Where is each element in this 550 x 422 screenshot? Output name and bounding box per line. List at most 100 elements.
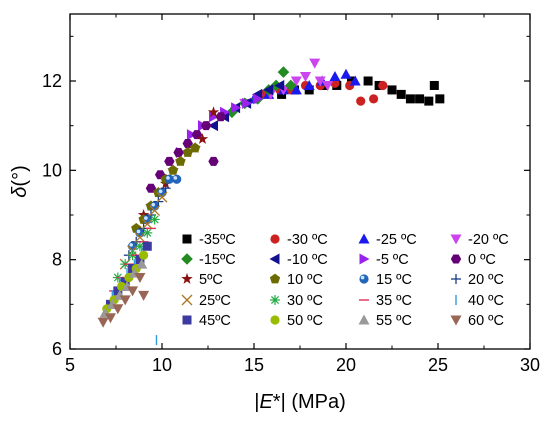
legend-label-1: -30 ºC — [287, 232, 328, 248]
data-point-s0-11 — [415, 94, 425, 104]
data-point-s1-7 — [356, 96, 366, 106]
series-19 — [97, 273, 150, 328]
data-point-s6-6 — [242, 97, 253, 109]
data-point-s13-4 — [142, 227, 153, 238]
legend: -35ºC -30 ºC -25 ºC -20 ºC -15ºC -10 ºC -5 ºC 0… — [181, 232, 509, 329]
data-point-s0-5 — [347, 76, 357, 86]
data-point-s9-6 — [175, 156, 186, 166]
data-point-s12-4 — [149, 205, 161, 216]
data-point-s7-6 — [200, 121, 212, 131]
legend-label-7: 0 ºC — [468, 252, 496, 268]
legend-marker-16 — [182, 315, 192, 325]
data-point-s3-6 — [309, 58, 321, 69]
legend-label-8: 5ºC — [199, 272, 223, 288]
data-point-s0-6 — [363, 76, 373, 86]
legend-label-0: -35ºC — [199, 232, 236, 248]
legend-entry-17: 50 ºC — [270, 313, 323, 329]
data-point-s13-5 — [149, 214, 160, 225]
y-tick-label-1: 8 — [52, 250, 62, 270]
legend-label-5: -10 ºC — [287, 252, 328, 268]
data-point-s19-4 — [127, 286, 139, 297]
x-tick-label-2: 15 — [244, 355, 264, 375]
y-axis-title: δ(°) — [9, 165, 31, 197]
legend-marker-9 — [269, 273, 281, 284]
legend-entry-11: 20 ºC — [451, 272, 504, 288]
x-tick-label-0: 5 — [65, 355, 75, 375]
legend-marker-8 — [181, 273, 193, 284]
legend-entry-18: 55 ºC — [358, 313, 412, 329]
data-point-s3-8 — [322, 80, 334, 91]
legend-marker-5 — [269, 253, 280, 265]
data-point-s16-2 — [120, 277, 130, 287]
x-tick-label-3: 20 — [336, 355, 356, 375]
data-point-s10-6 — [172, 174, 182, 184]
data-point-s3-4 — [290, 76, 302, 87]
data-point-s16-4 — [135, 255, 145, 265]
data-point-s0-8 — [387, 85, 397, 95]
data-point-s8-9 — [207, 106, 220, 118]
legend-marker-1 — [270, 234, 280, 244]
legend-entry-7: 0 ºC — [450, 252, 496, 268]
data-point-s19-1 — [104, 313, 116, 324]
data-point-s2-7 — [340, 68, 352, 79]
legend-entry-4: -15ºC — [181, 252, 236, 268]
legend-entry-1: -30 ºC — [270, 232, 328, 248]
x-tick-label-5: 30 — [520, 355, 540, 375]
y-tick-label-2: 10 — [42, 160, 62, 180]
legend-label-19: 60 ºC — [468, 313, 504, 329]
legend-marker-3 — [450, 234, 462, 245]
data-point-s6-7 — [253, 93, 264, 105]
data-point-s12-5 — [156, 191, 168, 203]
legend-marker-12 — [181, 294, 193, 306]
data-point-s9-5 — [167, 164, 179, 175]
legend-entry-15: 40 ºC — [455, 293, 504, 309]
data-point-s4-5 — [277, 66, 290, 78]
legend-entry-6: -5 ºC — [359, 252, 409, 268]
axes: 5 10 15 20 25 30 6 8 10 12 |E*| (MPa) δ(°) — [9, 13, 540, 413]
legend-marker-18 — [358, 314, 370, 325]
data-point-s6-5 — [231, 102, 242, 114]
data-point-s19-2 — [112, 304, 124, 315]
legend-entry-9: 10 ºC — [269, 272, 323, 288]
x-axis-title: |E*| (MPa) — [254, 391, 346, 413]
data-point-s0-14 — [435, 94, 445, 104]
x-tick-label-1: 10 — [152, 355, 172, 375]
legend-label-9: 10 ºC — [287, 272, 323, 288]
legend-label-14: 35 ºC — [376, 293, 412, 309]
series-6 — [175, 93, 264, 158]
legend-label-15: 40 ºC — [468, 293, 504, 309]
data-point-s1-9 — [378, 80, 388, 91]
legend-marker-7 — [450, 254, 462, 264]
legend-entry-10: 15 ºC — [359, 272, 412, 288]
legend-label-17: 50 ºC — [287, 313, 323, 329]
legend-label-13: 30 ºC — [287, 293, 323, 309]
legend-entry-3: -20 ºC — [450, 232, 509, 248]
legend-label-2: -25 ºC — [376, 232, 417, 248]
legend-label-18: 55 ºC — [376, 313, 412, 329]
data-point-s19-6 — [138, 290, 150, 301]
data-point-s3-7 — [314, 76, 326, 87]
legend-label-11: 20 ºC — [468, 272, 504, 288]
data-point-s1-8 — [369, 94, 379, 104]
data-point-s7-0 — [145, 183, 157, 193]
data-point-s19-0 — [97, 317, 109, 328]
legend-label-12: 25ºC — [199, 293, 231, 309]
data-point-s7-5 — [191, 130, 203, 140]
legend-entry-16: 45ºC — [182, 313, 231, 329]
data-point-s7-7 — [208, 156, 219, 166]
legend-label-10: 15 ºC — [376, 272, 412, 288]
data-point-s5-0 — [208, 120, 219, 132]
data-point-s0-9 — [396, 89, 406, 99]
data-point-s5-6 — [274, 79, 285, 91]
legend-entry-13: 30 ºC — [270, 293, 323, 309]
legend-entry-14: 35 ºC — [359, 293, 412, 309]
data-point-s2-8 — [349, 75, 361, 86]
y-tick-label-3: 12 — [42, 71, 62, 91]
legend-entry-2: -25 ºC — [358, 232, 417, 248]
data-point-s0-13 — [429, 80, 439, 90]
legend-marker-13 — [270, 295, 280, 305]
legend-marker-17 — [270, 315, 280, 325]
legend-label-16: 45ºC — [199, 313, 231, 329]
legend-entry-5: -10 ºC — [269, 252, 328, 268]
